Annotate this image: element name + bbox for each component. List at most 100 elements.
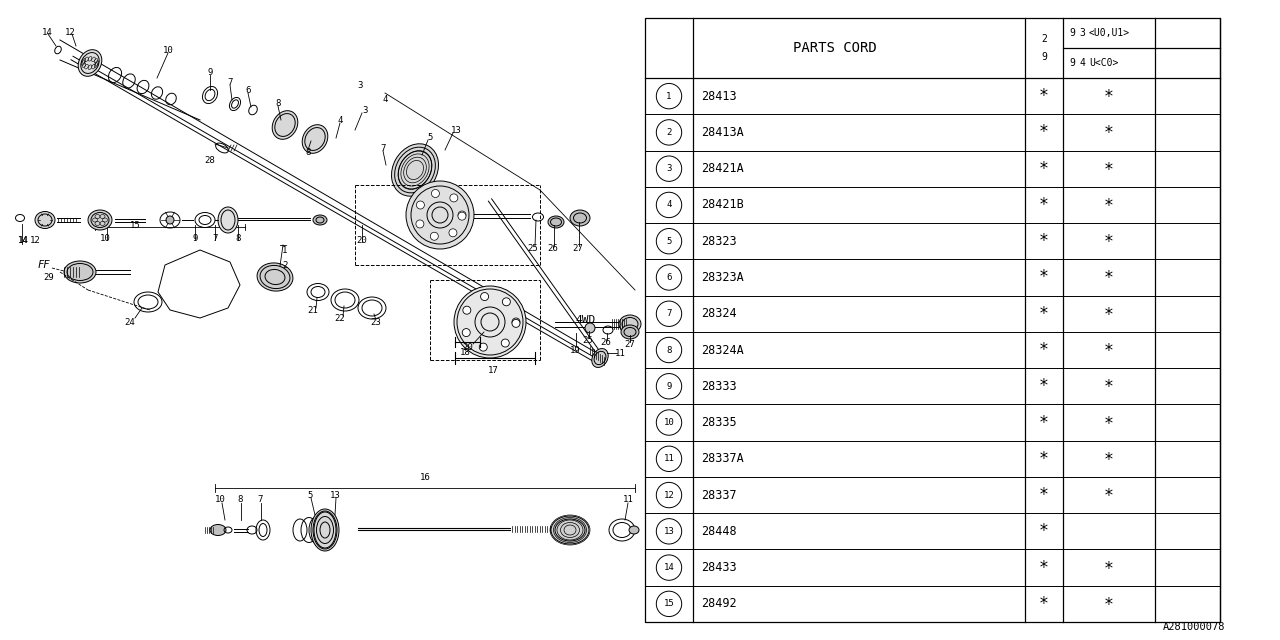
Text: 6: 6 <box>667 273 672 282</box>
Text: FF: FF <box>38 260 50 270</box>
Ellipse shape <box>454 286 526 358</box>
Text: 16: 16 <box>420 474 430 483</box>
Ellipse shape <box>463 306 471 314</box>
Text: 9: 9 <box>667 382 672 391</box>
Text: 14: 14 <box>42 28 52 36</box>
Text: 28335: 28335 <box>701 416 736 429</box>
Text: 12: 12 <box>65 28 76 36</box>
Text: *: * <box>1103 596 1114 614</box>
Circle shape <box>657 374 682 399</box>
Text: 8: 8 <box>275 99 280 108</box>
Ellipse shape <box>502 298 511 306</box>
Circle shape <box>657 410 682 435</box>
Circle shape <box>657 483 682 508</box>
Text: 23: 23 <box>371 317 381 326</box>
Text: 28323: 28323 <box>701 235 736 248</box>
Text: *: * <box>1039 305 1050 323</box>
Text: 3: 3 <box>362 106 367 115</box>
Circle shape <box>657 555 682 580</box>
Text: *: * <box>1039 377 1050 396</box>
Text: 20: 20 <box>357 236 367 244</box>
Circle shape <box>657 301 682 326</box>
Text: 9: 9 <box>192 234 197 243</box>
Text: *: * <box>1039 87 1050 105</box>
Text: *: * <box>1103 197 1114 215</box>
Text: 5: 5 <box>307 490 312 499</box>
Text: 7: 7 <box>380 143 385 152</box>
Ellipse shape <box>416 220 424 228</box>
Text: 1: 1 <box>283 246 288 255</box>
Text: 12: 12 <box>29 236 41 244</box>
Text: 25: 25 <box>527 243 539 253</box>
Text: 4: 4 <box>667 200 672 209</box>
Text: 22: 22 <box>334 314 346 323</box>
Ellipse shape <box>512 318 520 326</box>
Text: U<C0>: U<C0> <box>1089 58 1119 68</box>
Text: 28324A: 28324A <box>701 344 744 356</box>
Text: *: * <box>1103 342 1114 360</box>
Text: 17: 17 <box>488 365 498 374</box>
Text: *: * <box>1039 450 1050 468</box>
Circle shape <box>657 120 682 145</box>
Ellipse shape <box>406 181 474 249</box>
Text: 28433: 28433 <box>701 561 736 574</box>
Ellipse shape <box>431 189 439 198</box>
Text: 28413A: 28413A <box>701 126 744 139</box>
Text: 11: 11 <box>614 349 626 358</box>
Ellipse shape <box>620 315 641 333</box>
Text: 1: 1 <box>667 92 672 100</box>
Text: 24: 24 <box>124 317 136 326</box>
Ellipse shape <box>273 111 298 140</box>
Text: PARTS CORD: PARTS CORD <box>794 41 877 55</box>
Text: 13: 13 <box>451 125 461 134</box>
Text: 13: 13 <box>330 490 340 499</box>
Text: 4: 4 <box>383 95 388 104</box>
Text: 18: 18 <box>460 348 470 356</box>
Circle shape <box>657 591 682 616</box>
Text: 9: 9 <box>1041 52 1047 62</box>
Text: 28413: 28413 <box>701 90 736 102</box>
Circle shape <box>657 518 682 544</box>
Ellipse shape <box>462 328 470 337</box>
Circle shape <box>657 446 682 472</box>
Text: 28492: 28492 <box>701 597 736 611</box>
Circle shape <box>657 192 682 218</box>
Text: 9: 9 <box>207 67 212 77</box>
Ellipse shape <box>621 325 639 339</box>
Circle shape <box>657 265 682 290</box>
Text: 28421B: 28421B <box>701 198 744 211</box>
Text: *: * <box>1103 88 1114 106</box>
Ellipse shape <box>548 216 564 228</box>
Text: *: * <box>1039 159 1050 178</box>
Text: 7: 7 <box>257 495 262 504</box>
Text: 3: 3 <box>1079 28 1085 38</box>
Text: *: * <box>1039 232 1050 250</box>
Text: 15: 15 <box>663 600 675 609</box>
Text: 3: 3 <box>667 164 672 173</box>
Text: 9: 9 <box>1069 58 1075 68</box>
Text: *: * <box>1103 487 1114 505</box>
Ellipse shape <box>218 207 238 233</box>
Text: 8: 8 <box>237 495 243 504</box>
Text: A281000078: A281000078 <box>1162 622 1225 632</box>
Text: 10: 10 <box>100 234 110 243</box>
Text: 28421A: 28421A <box>701 162 744 175</box>
Text: 13: 13 <box>663 527 675 536</box>
Ellipse shape <box>314 215 326 225</box>
Text: 4: 4 <box>1079 58 1085 68</box>
Text: 8: 8 <box>667 346 672 355</box>
Text: 28337A: 28337A <box>701 452 744 465</box>
Text: 7: 7 <box>228 77 233 86</box>
Text: 27: 27 <box>572 243 584 253</box>
Text: 25: 25 <box>582 335 594 344</box>
Text: *: * <box>1103 233 1114 252</box>
Text: *: * <box>1103 451 1114 468</box>
Ellipse shape <box>591 349 608 367</box>
Text: *: * <box>1039 196 1050 214</box>
Text: *: * <box>1039 559 1050 577</box>
Ellipse shape <box>550 516 589 544</box>
Text: 28337: 28337 <box>701 488 736 502</box>
Text: 10: 10 <box>163 45 173 54</box>
Text: *: * <box>1103 378 1114 396</box>
Text: 8: 8 <box>306 147 311 157</box>
